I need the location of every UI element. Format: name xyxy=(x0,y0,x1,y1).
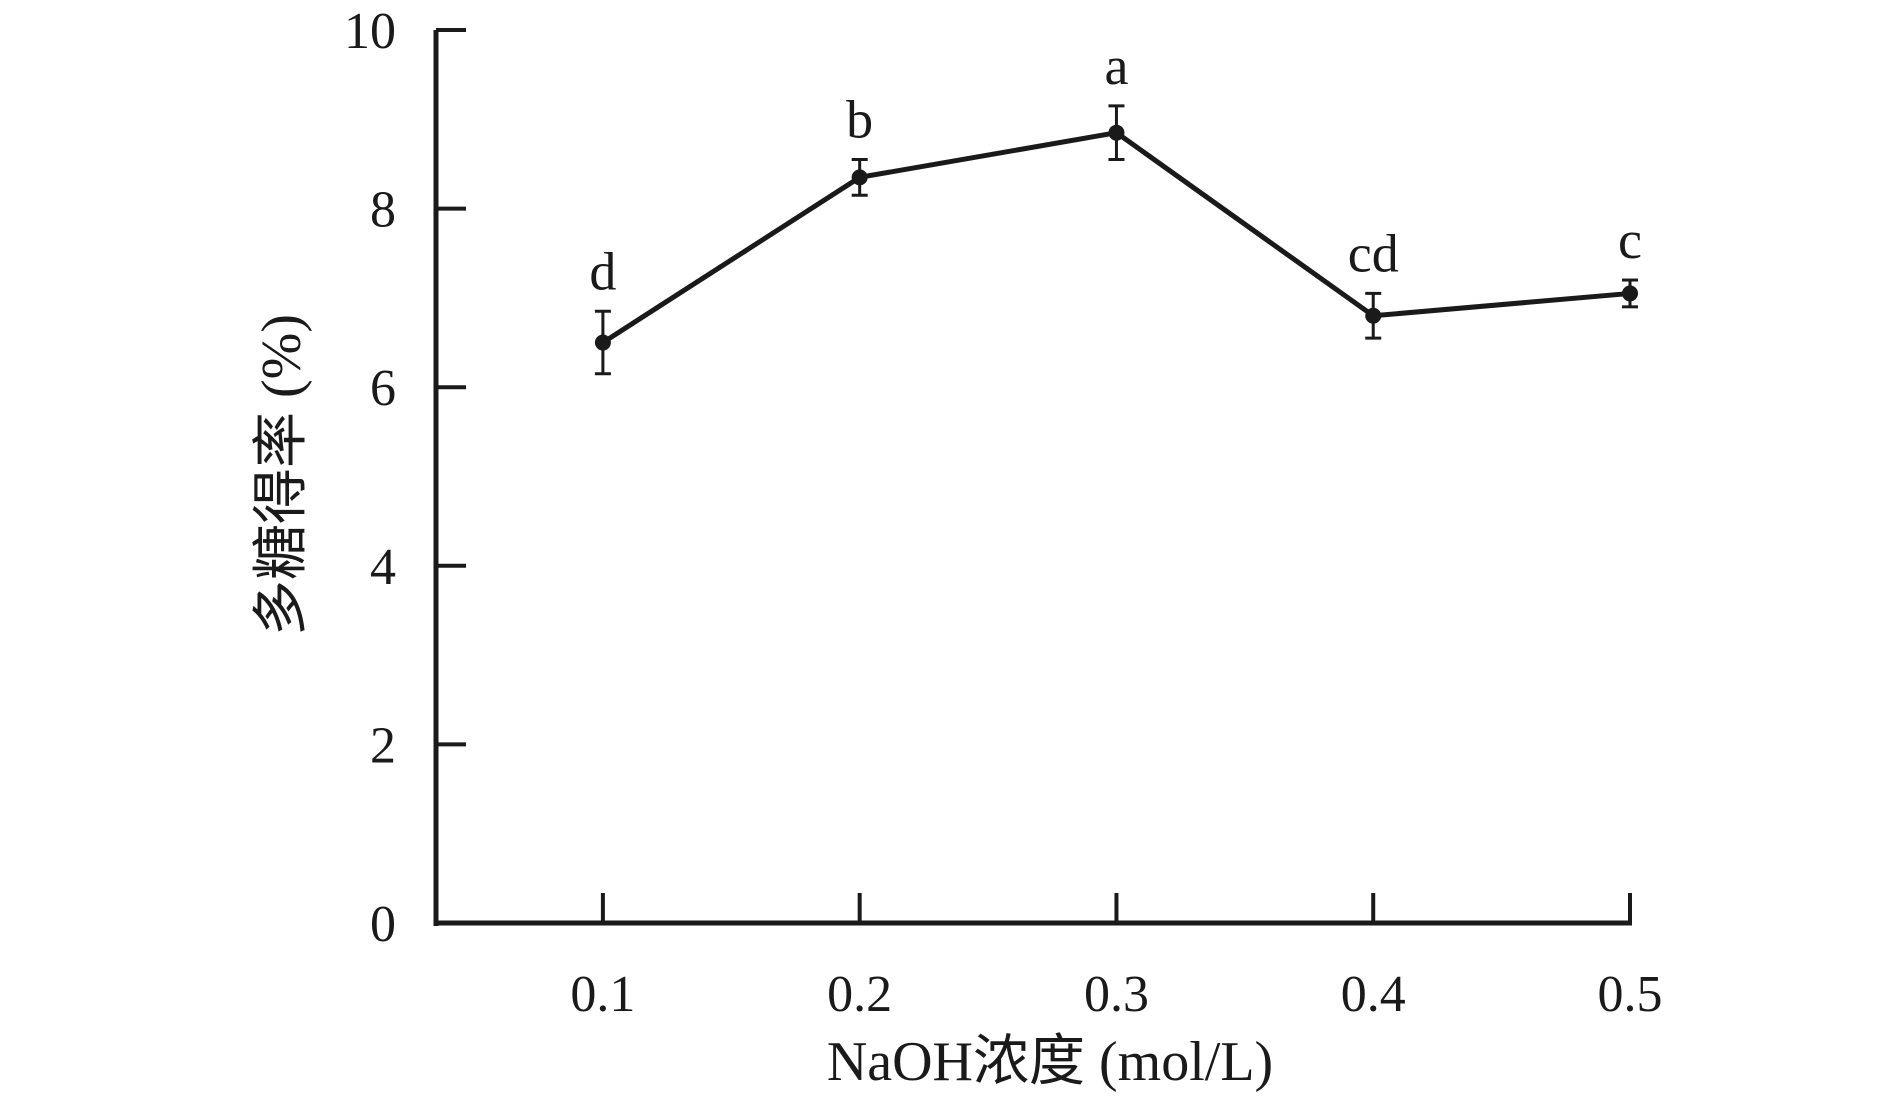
data-point xyxy=(594,334,611,351)
y-axis-title: 多糖得率 (%) xyxy=(251,314,313,636)
significance-label: a xyxy=(1104,36,1128,96)
y-axis-ticks: 0 2 4 6 8 10 xyxy=(344,3,466,953)
data-point xyxy=(1365,307,1382,324)
significance-label: b xyxy=(846,89,873,149)
x-tick-label: 0.1 xyxy=(570,966,635,1023)
x-tick-label: 0.3 xyxy=(1084,966,1149,1023)
y-tick-label: 8 xyxy=(370,182,396,239)
x-tick-label: 0.4 xyxy=(1341,966,1406,1023)
x-axis-ticks: 0.1 0.2 0.3 0.4 0.5 xyxy=(570,893,1663,1023)
y-tick-label: 0 xyxy=(370,896,396,953)
y-tick-label: 2 xyxy=(370,717,396,774)
y-tick-label: 6 xyxy=(370,360,396,417)
data-point xyxy=(1622,285,1638,302)
data-point xyxy=(1108,124,1125,141)
x-tick-label: 0.5 xyxy=(1598,966,1663,1023)
y-tick-label: 4 xyxy=(370,539,396,596)
series-line xyxy=(601,130,1631,345)
x-tick-label: 0.2 xyxy=(827,966,892,1023)
x-axis-title: NaOH浓度 (mol/L) xyxy=(827,1031,1273,1093)
y-tick-label: 10 xyxy=(344,3,396,60)
significance-label: d xyxy=(589,241,616,301)
data-series: d b a cd c xyxy=(589,36,1642,376)
significance-label: cd xyxy=(1348,223,1399,283)
significance-label: c xyxy=(1618,210,1642,270)
data-point xyxy=(851,169,868,186)
axes xyxy=(433,30,1632,926)
